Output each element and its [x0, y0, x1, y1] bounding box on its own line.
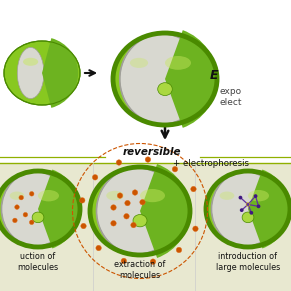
Text: expo
elect: expo elect [220, 87, 242, 107]
Circle shape [193, 226, 198, 232]
Ellipse shape [106, 191, 124, 200]
Circle shape [254, 194, 258, 198]
Circle shape [19, 195, 24, 200]
Circle shape [246, 202, 250, 207]
Circle shape [246, 203, 250, 206]
Ellipse shape [113, 33, 217, 125]
Circle shape [249, 211, 253, 215]
Circle shape [23, 212, 28, 217]
Wedge shape [165, 30, 217, 128]
Ellipse shape [158, 83, 172, 95]
Wedge shape [38, 170, 80, 249]
Bar [0, 0, 291, 163]
Ellipse shape [212, 172, 280, 246]
Ellipse shape [23, 58, 38, 66]
Circle shape [145, 157, 151, 162]
Circle shape [131, 222, 136, 228]
Text: introduction of
large molecules: introduction of large molecules [216, 252, 280, 272]
Circle shape [239, 196, 242, 200]
Wedge shape [248, 170, 290, 249]
Circle shape [116, 160, 122, 165]
Ellipse shape [0, 171, 80, 247]
Circle shape [176, 247, 182, 253]
Circle shape [240, 208, 244, 212]
Text: extraction of
molecules: extraction of molecules [114, 260, 166, 280]
Ellipse shape [120, 34, 205, 124]
Circle shape [81, 223, 86, 229]
Circle shape [117, 193, 123, 198]
Circle shape [92, 175, 98, 180]
Circle shape [257, 205, 260, 208]
Circle shape [172, 166, 178, 172]
Text: E: E [210, 69, 219, 82]
Circle shape [15, 205, 19, 210]
Ellipse shape [97, 168, 178, 254]
Circle shape [13, 218, 17, 223]
Bar [0, 163, 291, 291]
Wedge shape [42, 38, 78, 108]
Ellipse shape [220, 191, 234, 200]
Ellipse shape [38, 190, 59, 201]
Circle shape [29, 220, 34, 225]
Circle shape [125, 200, 130, 206]
Ellipse shape [140, 189, 165, 202]
Circle shape [121, 258, 127, 264]
Ellipse shape [1, 172, 70, 246]
Circle shape [111, 205, 116, 210]
Text: + electrophoresis: + electrophoresis [173, 159, 249, 168]
Ellipse shape [165, 56, 191, 70]
Circle shape [150, 259, 156, 265]
Ellipse shape [130, 58, 148, 68]
Ellipse shape [248, 190, 269, 201]
Ellipse shape [90, 167, 190, 255]
Circle shape [191, 186, 196, 192]
Text: uction of
molecules: uction of molecules [17, 252, 58, 272]
Circle shape [111, 221, 116, 226]
Text: reversible: reversible [123, 147, 181, 157]
Circle shape [79, 198, 85, 203]
Circle shape [124, 214, 129, 219]
Ellipse shape [10, 191, 24, 200]
Circle shape [132, 190, 138, 195]
Ellipse shape [17, 47, 44, 99]
Ellipse shape [242, 212, 254, 223]
Wedge shape [140, 164, 190, 258]
Circle shape [29, 191, 34, 196]
Circle shape [96, 245, 101, 251]
Ellipse shape [206, 171, 290, 247]
Circle shape [140, 199, 145, 205]
Ellipse shape [4, 41, 80, 105]
Ellipse shape [133, 214, 147, 227]
Ellipse shape [32, 212, 44, 223]
